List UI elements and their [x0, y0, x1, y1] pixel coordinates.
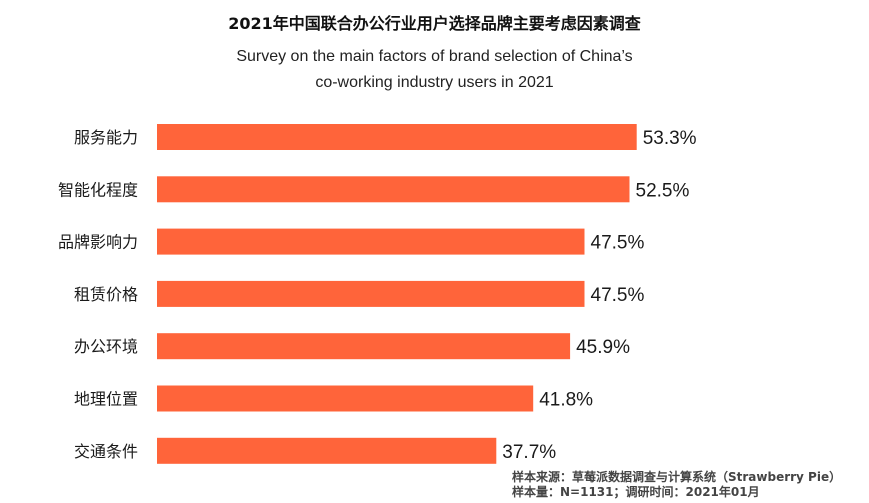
bar	[157, 176, 630, 203]
category-label: 办公环境	[74, 337, 138, 356]
value-label: 37.7%	[502, 442, 556, 463]
bar	[157, 437, 497, 464]
bar	[157, 124, 637, 150]
source-note: 样本来源：草莓派数据调查与计算系统（Strawberry Pie） 样本量：N=…	[512, 470, 841, 500]
chart-title: 2021年中国联合办公行业用户选择品牌主要考虑因素调查	[228, 14, 641, 33]
category-label: 品牌影响力	[58, 233, 138, 252]
chart-subtitle: Survey on the main factors of brand sele…	[0, 44, 869, 96]
category-label: 地理位置	[74, 390, 138, 409]
source-line-2: 样本量：N=1131；调研时间：2021年01月	[512, 485, 760, 499]
value-label: 45.9%	[576, 337, 630, 358]
category-label: 租赁价格	[74, 285, 138, 304]
chart-subtitle-line-2: co-working industry users in 2021	[315, 74, 554, 91]
category-label: 交通条件	[74, 442, 138, 461]
category-label: 智能化程度	[58, 180, 138, 199]
source-line-1: 样本来源：草莓派数据调查与计算系统（Strawberry Pie）	[512, 470, 842, 484]
bar	[157, 280, 585, 307]
value-label: 47.5%	[591, 285, 645, 306]
chart-subtitle-line-1: Survey on the main factors of brand sele…	[236, 48, 633, 65]
value-label: 52.5%	[636, 180, 690, 201]
category-label: 服务能力	[74, 128, 138, 147]
bar	[157, 385, 534, 412]
bar	[157, 333, 571, 360]
value-label: 41.8%	[539, 390, 593, 411]
value-label: 47.5%	[591, 233, 645, 254]
bar	[157, 228, 585, 255]
value-label: 53.3%	[643, 128, 697, 149]
